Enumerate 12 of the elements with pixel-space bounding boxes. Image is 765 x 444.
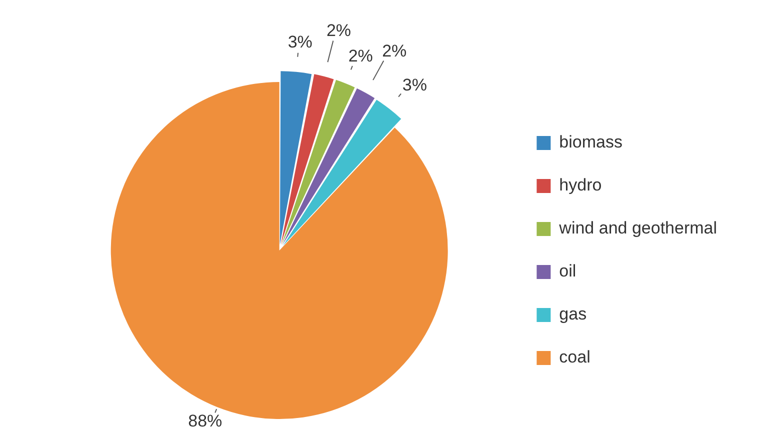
data-label: 3% bbox=[402, 75, 427, 94]
data-label: 2% bbox=[326, 20, 352, 40]
legend-label: wind and geothermal bbox=[558, 218, 718, 238]
legend-label: coal bbox=[559, 348, 590, 367]
data-label: 3% bbox=[288, 32, 312, 52]
legend-label: oil bbox=[559, 262, 576, 281]
data-label: 88% bbox=[188, 412, 222, 431]
data-label: 2% bbox=[382, 42, 407, 61]
legend-label: gas bbox=[559, 304, 587, 324]
data-label: 2% bbox=[348, 46, 373, 66]
legend-label: biomass bbox=[559, 132, 622, 152]
legend-label: hydro bbox=[559, 176, 602, 195]
